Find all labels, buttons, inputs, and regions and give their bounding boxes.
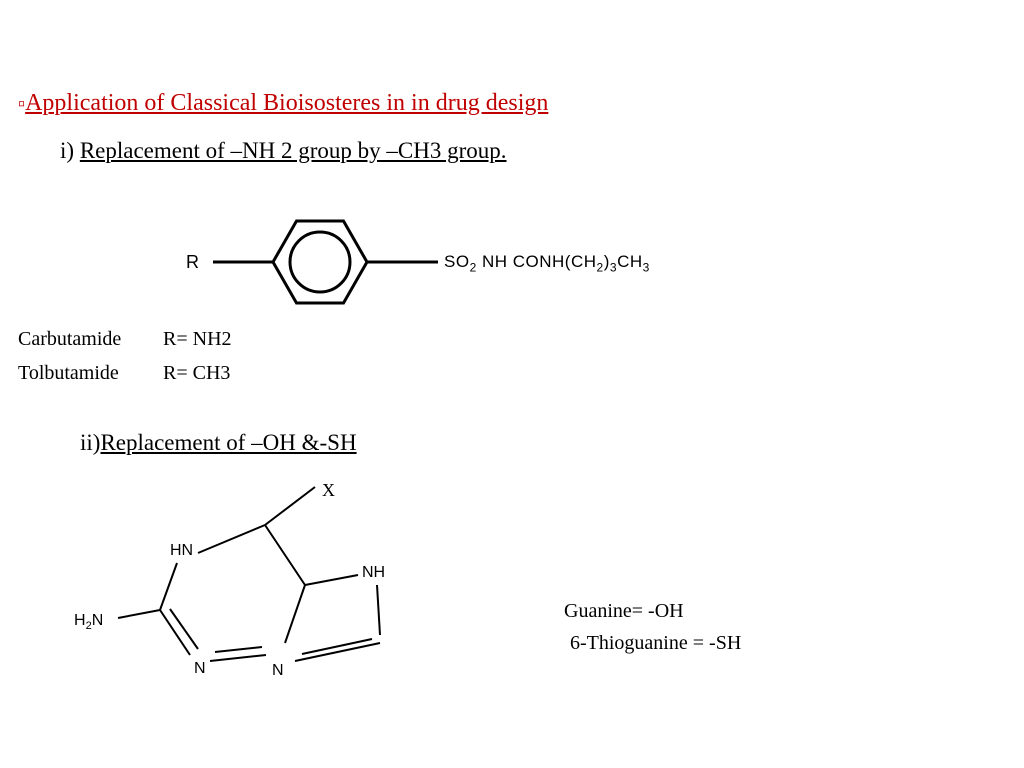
legend1-row-1: Tolbutamide R= CH3: [18, 362, 230, 385]
section-ii-prefix: ii): [80, 430, 100, 455]
legend1-row-0: Carbutamide R= NH2: [18, 328, 232, 351]
legend1-r-1: R= CH3: [163, 362, 230, 385]
benzene-structure: [170, 200, 450, 330]
svg-text:N: N: [194, 660, 206, 677]
svg-text:NH: NH: [362, 564, 385, 581]
legend2-x-0: -OH: [648, 600, 684, 622]
legend1-r-0: R= NH2: [163, 328, 232, 351]
legend2-name-1: 6-Thioguanine =: [570, 632, 704, 654]
section-ii-heading: ii)Replacement of –OH &-SH: [80, 430, 357, 456]
legend1-name-1: Tolbutamide: [18, 362, 158, 385]
section-i-heading: i) Replacement of –NH 2 group by –CH3 gr…: [60, 138, 507, 164]
legend2-name-0: Guanine=: [564, 600, 643, 622]
legend1-name-0: Carbutamide: [18, 328, 158, 351]
substituent-label: SO2 NH CONH(CH2)3CH3: [444, 252, 650, 274]
purine-structure: HN NH H2N N N: [70, 475, 410, 705]
svg-text:H2N: H2N: [74, 612, 103, 632]
legend2-row-1: 6-Thioguanine = -SH: [570, 632, 741, 655]
section-ii-text: Replacement of –OH &-SH: [100, 430, 356, 455]
section-i-prefix: i): [60, 138, 80, 163]
legend2-x-1: -SH: [709, 632, 741, 654]
title-text: Application of Classical Bioisosteres in…: [25, 90, 548, 116]
section-i-text: Replacement of –NH 2 group by –CH3 group…: [80, 138, 507, 163]
legend2-row-0: Guanine= -OH: [564, 600, 684, 623]
slide-title: ▫Application of Classical Bioisosteres i…: [18, 90, 548, 117]
svg-text:N: N: [272, 662, 284, 679]
svg-text:HN: HN: [170, 542, 193, 559]
